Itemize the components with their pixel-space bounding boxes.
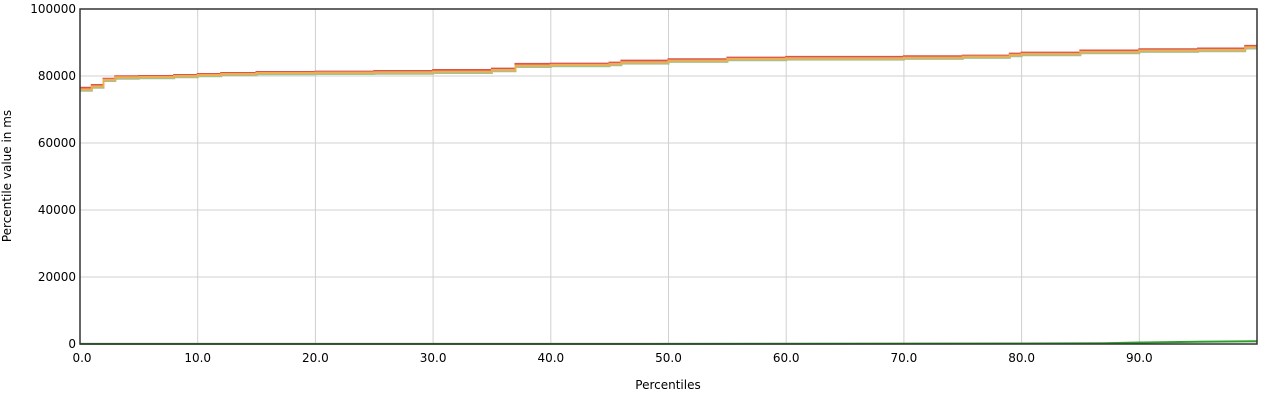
series-line-1 [80, 46, 1257, 91]
y-tick-label: 60000 [38, 136, 76, 150]
y-axis-label: Percentile value in ms [0, 110, 14, 242]
x-tick-label: 30.0 [420, 351, 447, 365]
x-tick-label: 70.0 [891, 351, 918, 365]
y-tick-labels: 0 20000 40000 60000 80000 100000 [30, 2, 76, 351]
x-tick-labels: 0.0 10.0 20.0 30.0 40.0 50.0 60.0 70.0 80.0 90.0 [72, 351, 1152, 365]
y-tick-label: 100000 [30, 2, 76, 16]
y-tick-label: 80000 [38, 69, 76, 83]
x-tick-label: 40.0 [537, 351, 564, 365]
y-tick-label: 40000 [38, 203, 76, 217]
x-tick-label: 90.0 [1126, 351, 1153, 365]
x-tick-label: 80.0 [1008, 351, 1035, 365]
plot-frame [79, 8, 1258, 345]
x-tick-label: 50.0 [655, 351, 682, 365]
x-tick-label: 10.0 [184, 351, 211, 365]
x-tick-label: 60.0 [773, 351, 800, 365]
y-tick-label: 0 [68, 337, 76, 351]
x-axis-label: Percentiles [635, 378, 700, 392]
grid-lines [80, 9, 1257, 344]
y-tick-label: 20000 [38, 270, 76, 284]
x-tick-label: 0.0 [72, 351, 91, 365]
x-tick-label: 20.0 [302, 351, 329, 365]
